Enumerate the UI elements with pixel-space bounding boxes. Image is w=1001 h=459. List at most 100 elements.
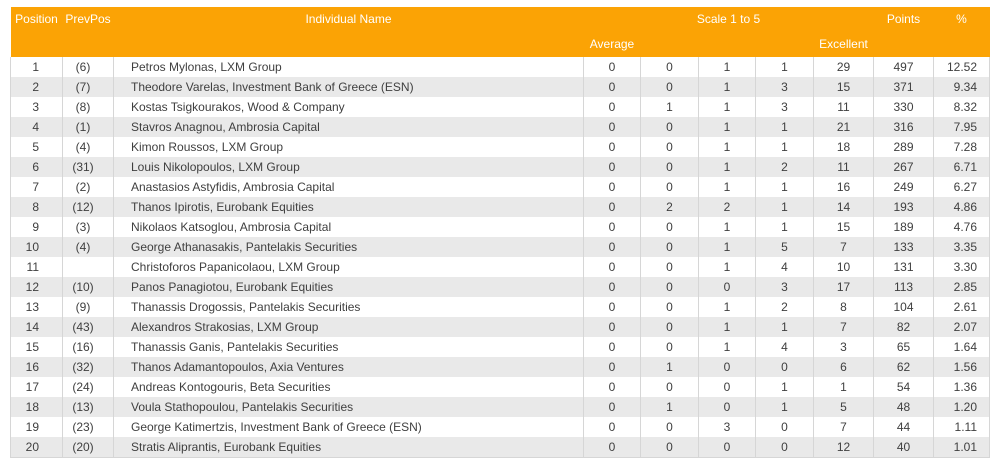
- scale-2-cell: 0: [640, 377, 699, 397]
- position-cell: 9: [10, 217, 63, 237]
- column-header-points: Points: [873, 7, 934, 31]
- scale-3-cell: 1: [698, 217, 756, 237]
- points-cell: 193: [873, 197, 934, 217]
- scale-5-cell: 8: [812, 297, 874, 317]
- scale-5-cell: 18: [812, 137, 874, 157]
- name-cell: Christoforos Papanicolaou, LXM Group: [113, 257, 584, 277]
- position-cell: 8: [10, 197, 63, 217]
- scale-2-cell: 0: [640, 177, 699, 197]
- position-cell: 19: [10, 417, 63, 437]
- column-header-individual-name: Individual Name: [113, 7, 584, 31]
- percent-cell: 2.07: [933, 317, 991, 337]
- prevpos-cell: (9): [62, 297, 114, 317]
- scale-1-cell: 0: [583, 57, 641, 77]
- scale-4-cell: 3: [755, 277, 814, 297]
- scale-1-cell: 0: [583, 117, 641, 137]
- scale-5-cell: 5: [812, 397, 874, 417]
- scale-3-cell: 1: [698, 97, 756, 117]
- scale-1-cell: 0: [583, 317, 641, 337]
- header-spacer: [698, 31, 756, 57]
- column-header-prevpos: PrevPos: [62, 7, 114, 31]
- scale-1-cell: 0: [583, 77, 641, 97]
- scale-3-cell: 1: [698, 117, 756, 137]
- scale-4-cell: 3: [755, 97, 814, 117]
- table-row: 8 (12) Thanos Ipirotis, Eurobank Equities 0…: [10, 197, 991, 217]
- scale-2-cell: 0: [640, 157, 699, 177]
- scale-2-cell: 2: [640, 197, 699, 217]
- name-cell: Kimon Roussos, LXM Group: [113, 137, 584, 157]
- percent-cell: 3.35: [933, 237, 991, 257]
- name-cell: Alexandros Strakosias, LXM Group: [113, 317, 584, 337]
- points-cell: 267: [873, 157, 934, 177]
- prevpos-cell: (10): [62, 277, 114, 297]
- scale-1-cell: 0: [583, 177, 641, 197]
- name-cell: Theodore Varelas, Investment Bank of Gre…: [113, 77, 584, 97]
- header-spacer: [873, 31, 934, 57]
- name-cell: George Athanasakis, Pantelakis Securitie…: [113, 237, 584, 257]
- scale-4-cell: 1: [755, 317, 814, 337]
- percent-cell: 8.32: [933, 97, 991, 117]
- position-cell: 11: [10, 257, 63, 277]
- scale-2-cell: 0: [640, 297, 699, 317]
- table-row: 14 (43) Alexandros Strakosias, LXM Group 0 0…: [10, 317, 991, 337]
- name-cell: Thanassis Drogossis, Pantelakis Securiti…: [113, 297, 584, 317]
- scale-3-cell: 1: [698, 77, 756, 97]
- position-cell: 7: [10, 177, 63, 197]
- scale-5-cell: 3: [812, 337, 874, 357]
- scale-1-cell: 0: [583, 437, 641, 458]
- name-cell: Thanos Adamantopoulos, Axia Ventures: [113, 357, 584, 377]
- table-row: 16 (32) Thanos Adamantopoulos, Axia Ventur…: [10, 357, 991, 377]
- position-cell: 5: [10, 137, 63, 157]
- scale-5-cell: 6: [812, 357, 874, 377]
- prevpos-cell: (7): [62, 77, 114, 97]
- position-cell: 1: [10, 57, 63, 77]
- header-row-main: Position PrevPos Individual Name Scale 1…: [10, 7, 990, 31]
- table-row: 3 (8) Kostas Tsigkourakos, Wood & Company 0…: [10, 97, 991, 117]
- name-cell: Kostas Tsigkourakos, Wood & Company: [113, 97, 584, 117]
- table-row: 15 (16) Thanassis Ganis, Pantelakis Securi…: [10, 337, 991, 357]
- prevpos-cell: (4): [62, 237, 114, 257]
- name-cell: Thanos Ipirotis, Eurobank Equities: [113, 197, 584, 217]
- points-cell: 131: [873, 257, 934, 277]
- table-row: 5 (4) Kimon Roussos, LXM Group 0 0 1 1 18 289 7.2…: [10, 137, 991, 157]
- scale-4-cell: 0: [755, 357, 814, 377]
- name-cell: Louis Nikolopoulos, LXM Group: [113, 157, 584, 177]
- scale-5-cell: 7: [812, 317, 874, 337]
- position-cell: 12: [10, 277, 63, 297]
- name-cell: Stavros Anagnou, Ambrosia Capital: [113, 117, 584, 137]
- points-cell: 249: [873, 177, 934, 197]
- column-subheader-average: Average: [583, 31, 641, 57]
- scale-1-cell: 0: [583, 277, 641, 297]
- scale-5-cell: 7: [812, 417, 874, 437]
- scale-4-cell: 2: [755, 157, 814, 177]
- header-spacer: [62, 31, 114, 57]
- scale-3-cell: 1: [698, 137, 756, 157]
- scale-3-cell: 1: [698, 157, 756, 177]
- prevpos-cell: (3): [62, 217, 114, 237]
- percent-cell: 1.01: [933, 437, 991, 458]
- prevpos-cell: (4): [62, 137, 114, 157]
- scale-4-cell: 1: [755, 57, 814, 77]
- scale-4-cell: 0: [755, 437, 814, 458]
- scale-2-cell: 0: [640, 337, 699, 357]
- percent-cell: 1.64: [933, 337, 991, 357]
- prevpos-cell: (16): [62, 337, 114, 357]
- scale-1-cell: 0: [583, 97, 641, 117]
- position-cell: 6: [10, 157, 63, 177]
- points-cell: 189: [873, 217, 934, 237]
- table-row: 13 (9) Thanassis Drogossis, Pantelakis Sec…: [10, 297, 991, 317]
- scale-2-cell: 0: [640, 257, 699, 277]
- header-spacer: [10, 31, 63, 57]
- scale-2-cell: 0: [640, 137, 699, 157]
- prevpos-cell: (8): [62, 97, 114, 117]
- scale-5-cell: 7: [812, 237, 874, 257]
- name-cell: Petros Mylonas, LXM Group: [113, 57, 584, 77]
- position-cell: 10: [10, 237, 63, 257]
- scale-3-cell: 2: [698, 197, 756, 217]
- scale-1-cell: 0: [583, 357, 641, 377]
- table-row: 10 (4) George Athanasakis, Pantelakis Secu…: [10, 237, 991, 257]
- position-cell: 14: [10, 317, 63, 337]
- header-spacer: [113, 31, 584, 57]
- position-cell: 16: [10, 357, 63, 377]
- scale-4-cell: 2: [755, 297, 814, 317]
